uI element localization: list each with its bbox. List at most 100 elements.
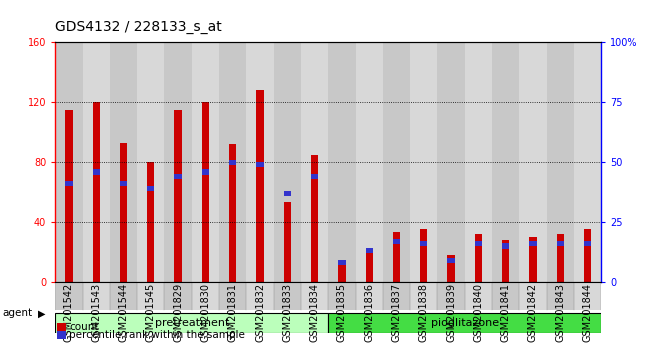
- Bar: [556, 234, 564, 282]
- Bar: [164, 42, 192, 282]
- Text: count: count: [69, 322, 98, 332]
- Text: pretreatment: pretreatment: [155, 318, 229, 328]
- Text: GSM201545: GSM201545: [146, 283, 156, 342]
- Bar: [174, 110, 182, 282]
- Bar: [447, 255, 455, 282]
- Bar: [365, 252, 373, 282]
- Bar: [492, 282, 519, 310]
- Bar: [120, 143, 127, 282]
- Bar: [246, 282, 274, 310]
- Text: GSM201542: GSM201542: [64, 283, 74, 342]
- Bar: [420, 241, 428, 246]
- Text: percentile rank within the sample: percentile rank within the sample: [69, 330, 245, 340]
- Bar: [202, 169, 209, 175]
- Bar: [547, 42, 574, 282]
- Bar: [55, 42, 83, 282]
- Bar: [301, 282, 328, 310]
- Text: GSM201543: GSM201543: [91, 283, 101, 342]
- Bar: [420, 229, 428, 282]
- Bar: [110, 282, 137, 310]
- Text: GSM201830: GSM201830: [200, 283, 211, 342]
- Text: GDS4132 / 228133_s_at: GDS4132 / 228133_s_at: [55, 19, 222, 34]
- Bar: [202, 102, 209, 282]
- Text: GSM201833: GSM201833: [282, 283, 293, 342]
- Bar: [529, 237, 537, 282]
- Text: GSM201844: GSM201844: [582, 283, 593, 342]
- Bar: [437, 42, 465, 282]
- Bar: [137, 282, 164, 310]
- Bar: [519, 42, 547, 282]
- Bar: [356, 282, 383, 310]
- Bar: [83, 42, 110, 282]
- Bar: [120, 181, 127, 187]
- Text: GSM201839: GSM201839: [446, 283, 456, 342]
- Text: GSM201838: GSM201838: [419, 283, 429, 342]
- Bar: [192, 42, 219, 282]
- Bar: [55, 282, 83, 310]
- Bar: [164, 282, 192, 310]
- Bar: [393, 232, 400, 282]
- Bar: [365, 248, 373, 253]
- Bar: [246, 42, 274, 282]
- Bar: [410, 282, 437, 310]
- Bar: [556, 241, 564, 246]
- Bar: [502, 240, 510, 282]
- Text: agent: agent: [3, 308, 32, 318]
- Bar: [311, 174, 318, 179]
- Text: GSM201837: GSM201837: [391, 283, 402, 342]
- Bar: [474, 241, 482, 246]
- Bar: [447, 258, 455, 263]
- Bar: [110, 42, 137, 282]
- Text: GSM201840: GSM201840: [473, 283, 484, 342]
- Bar: [274, 282, 301, 310]
- Bar: [383, 282, 410, 310]
- Bar: [229, 160, 237, 165]
- Bar: [393, 239, 400, 244]
- Bar: [529, 241, 537, 246]
- Bar: [584, 229, 592, 282]
- Text: GSM201835: GSM201835: [337, 283, 347, 342]
- Bar: [256, 162, 264, 167]
- Bar: [502, 244, 510, 249]
- Bar: [465, 282, 492, 310]
- Bar: [283, 191, 291, 196]
- Bar: [256, 90, 264, 282]
- Bar: [410, 42, 437, 282]
- Bar: [474, 234, 482, 282]
- Text: ▶: ▶: [38, 308, 46, 318]
- Bar: [229, 144, 237, 282]
- Bar: [328, 42, 356, 282]
- Bar: [383, 42, 410, 282]
- Bar: [492, 42, 519, 282]
- Bar: [219, 42, 246, 282]
- Text: GSM201544: GSM201544: [118, 283, 129, 342]
- Bar: [356, 42, 383, 282]
- Bar: [192, 282, 219, 310]
- Text: GSM201836: GSM201836: [364, 283, 374, 342]
- Bar: [65, 181, 73, 187]
- Bar: [147, 162, 155, 282]
- Text: GSM201831: GSM201831: [227, 283, 238, 342]
- Text: GSM201829: GSM201829: [173, 283, 183, 342]
- Bar: [338, 264, 346, 282]
- Text: GSM201832: GSM201832: [255, 283, 265, 342]
- Text: GSM201834: GSM201834: [309, 283, 320, 342]
- Bar: [274, 42, 301, 282]
- Bar: [328, 282, 356, 310]
- Bar: [301, 42, 328, 282]
- Bar: [465, 42, 492, 282]
- Bar: [574, 42, 601, 282]
- Bar: [55, 313, 328, 333]
- Bar: [547, 282, 574, 310]
- Text: GSM201842: GSM201842: [528, 283, 538, 342]
- Bar: [328, 313, 601, 333]
- Bar: [311, 155, 318, 282]
- Text: GSM201843: GSM201843: [555, 283, 566, 342]
- Bar: [92, 169, 100, 175]
- Bar: [574, 282, 601, 310]
- Bar: [519, 282, 547, 310]
- Bar: [65, 110, 73, 282]
- Bar: [83, 282, 110, 310]
- Bar: [174, 174, 182, 179]
- Bar: [584, 241, 592, 246]
